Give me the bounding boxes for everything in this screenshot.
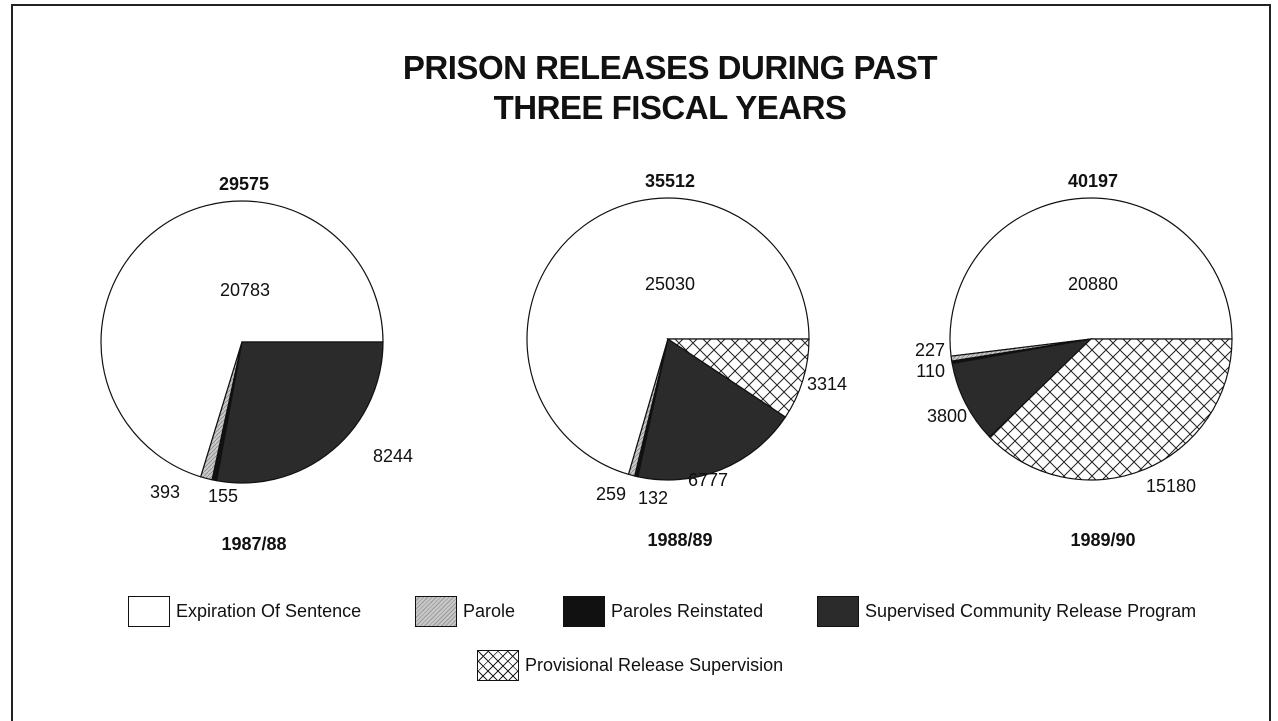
legend-label: Expiration Of Sentence <box>176 600 362 621</box>
slice-value-label: 20783 <box>220 280 270 300</box>
pie-1987-88: 20783 393 155 8244 29575 1987/88 <box>100 174 413 554</box>
slice-value-label: 15180 <box>1146 476 1196 496</box>
pie-1988-89: 25030 259 132 6777 3314 35512 1988/89 <box>526 171 847 550</box>
slice-expiration-of-sentence <box>526 197 810 476</box>
legend-label: Provisional Release Supervision <box>525 654 784 675</box>
pie-total-label: 40197 <box>1068 171 1118 191</box>
legend-item-expiration-of-sentence: Expiration Of Sentence <box>128 594 361 628</box>
legend-label: Supervised Community Release Program <box>865 600 1197 621</box>
chart-title-line-1: PRISON RELEASES DURING PAST <box>402 49 938 86</box>
slice-provisional-release-supervision <box>988 338 1233 481</box>
slice-supervised-community-release-program <box>951 338 1093 438</box>
slice-expiration-of-sentence <box>949 197 1233 357</box>
legend-swatch-parole <box>415 595 457 627</box>
slice-value-label: 3800 <box>927 406 967 426</box>
slice-supervised-community-release-program <box>637 338 787 481</box>
slice-value-label: 20880 <box>1068 274 1118 294</box>
slice-supervised-community-release-program <box>215 341 384 484</box>
legend-item-provisional-release-supervision: Provisional Release Supervision <box>477 648 783 682</box>
chart-frame <box>11 4 1271 721</box>
pie-total-label: 29575 <box>219 174 269 194</box>
legend-label: Parole <box>463 600 516 621</box>
pie-year-label: 1989/90 <box>1070 530 1135 550</box>
legend-swatch-provisional-release-supervision <box>477 649 519 681</box>
slice-value-label: 393 <box>150 482 180 502</box>
slice-value-label: 132 <box>638 488 668 508</box>
slice-value-label: 110 <box>916 361 945 381</box>
slice-value-label: 155 <box>208 486 238 506</box>
slice-value-label: 3314 <box>807 374 847 394</box>
pie-total-label: 35512 <box>645 171 695 191</box>
slice-expiration-of-sentence <box>100 200 384 478</box>
legend-swatch-expiration-of-sentence <box>128 595 170 627</box>
legend-swatch-paroles-reinstated <box>563 595 605 627</box>
pie-year-label: 1988/89 <box>647 530 712 550</box>
chart-title-line-2: THREE FISCAL YEARS <box>493 89 847 126</box>
slice-value-label: 259 <box>596 484 626 504</box>
legend-swatch-supervised-community-release-program <box>817 595 859 627</box>
legend-item-supervised-community-release-program: Supervised Community Release Program <box>817 594 1196 628</box>
slice-value-label: 25030 <box>645 274 695 294</box>
legend-item-parole: Parole <box>415 594 515 628</box>
legend-item-paroles-reinstated: Paroles Reinstated <box>563 594 763 628</box>
slice-value-label: 6777 <box>688 470 728 490</box>
slice-provisional-release-supervision <box>666 338 810 418</box>
legend-label: Paroles Reinstated <box>611 600 764 621</box>
slice-value-label: 8244 <box>373 446 413 466</box>
chart-title: PRISON RELEASES DURING PAST THREE FISCAL… <box>0 48 1278 128</box>
pie-year-label: 1987/88 <box>221 534 286 554</box>
slice-value-label: 227 <box>915 340 945 360</box>
